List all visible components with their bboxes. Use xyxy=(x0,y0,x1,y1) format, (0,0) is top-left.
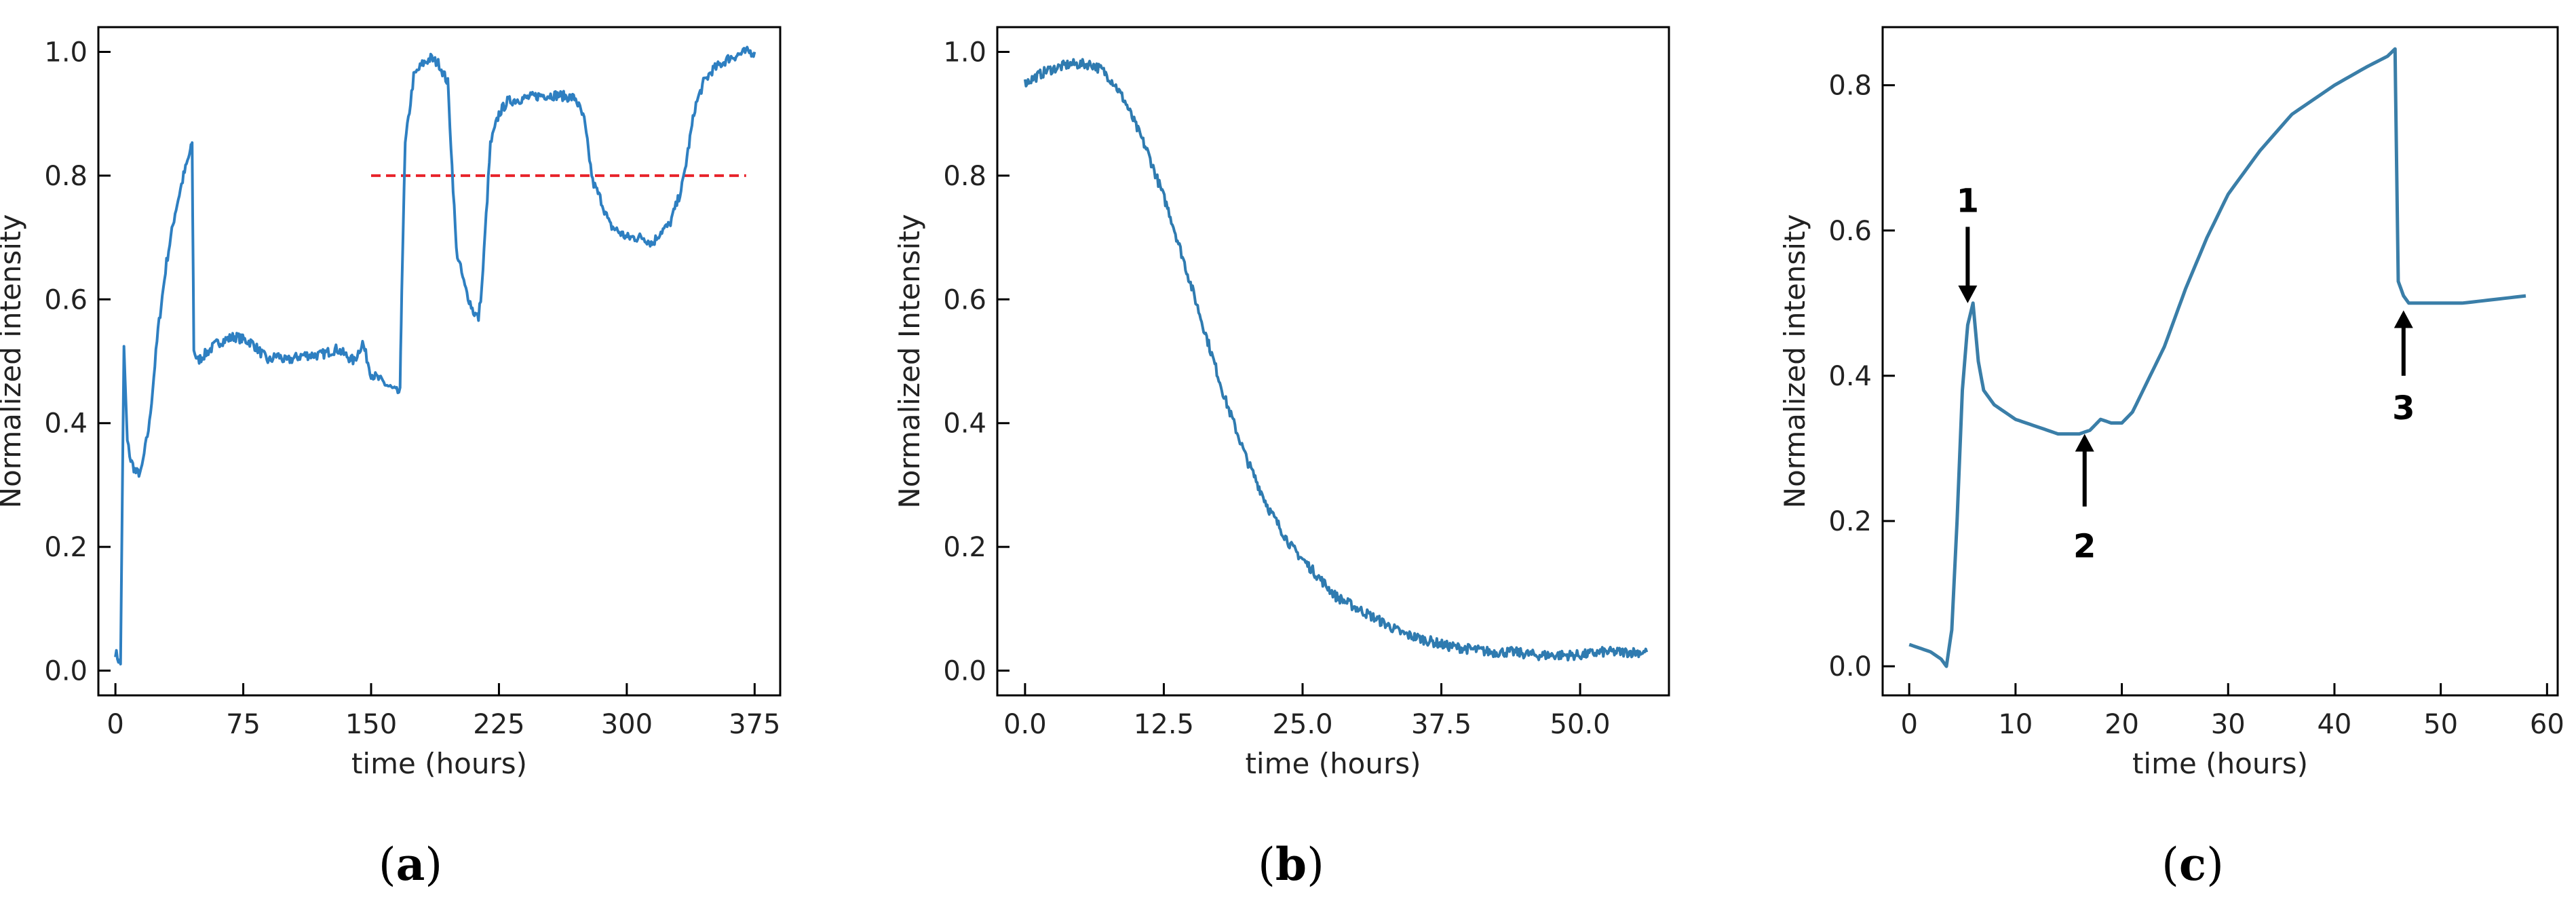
y-axis-label: Normalized intensity xyxy=(0,214,27,509)
chart-b: 0.0 12.5 25.0 37.5 50.0 0.0 0.2 0.4 0.6 0.8 1.0 tim… xyxy=(893,26,1670,780)
y-tick-label: 0.8 xyxy=(943,161,986,192)
annotation-label: 2 xyxy=(2073,527,2096,565)
y-tick-label: 0.8 xyxy=(44,161,88,192)
x-axis-label: time (hours) xyxy=(1245,747,1421,780)
x-tick-label: 225 xyxy=(473,709,524,740)
plot-frame xyxy=(1881,26,2559,697)
y-tick-label: 0.0 xyxy=(943,656,986,687)
y-tick-label: 0.6 xyxy=(1828,216,1872,247)
x-tick-label: 150 xyxy=(345,709,397,740)
x-tick-label: 30 xyxy=(2211,709,2246,740)
y-tick-label: 0.2 xyxy=(44,532,88,563)
y-tick-label: 1.0 xyxy=(943,37,986,68)
chart-a: 0 75 150 225 300 375 0.0 0.2 0.4 0.6 0.8 1.0 time (h… xyxy=(0,26,782,780)
x-tick-label: 25.0 xyxy=(1272,709,1332,740)
plot-frame xyxy=(97,26,782,697)
y-tick-label: 0.4 xyxy=(943,408,986,440)
y-tick-label: 0.8 xyxy=(1828,71,1872,102)
y-tick-label: 1.0 xyxy=(44,37,88,68)
x-tick-label: 0 xyxy=(107,709,123,740)
x-tick-label: 10 xyxy=(1998,709,2033,740)
y-axis-label: Normalized intensity xyxy=(1778,214,1811,509)
annotation-label: 3 xyxy=(2392,389,2415,427)
x-axis-label: time (hours) xyxy=(2132,747,2308,780)
chart-c: 0 10 20 30 40 50 60 0.0 0.2 0.4 0.6 0.8 time (hours)… xyxy=(1778,26,2564,780)
y-tick-label: 0.6 xyxy=(943,284,986,315)
y-tick-label: 0.2 xyxy=(943,532,986,563)
x-axis-label: time (hours) xyxy=(351,747,527,780)
x-tick-label: 300 xyxy=(601,709,653,740)
panel-label-b: (b) xyxy=(1258,838,1324,891)
panel-label-a: (a) xyxy=(378,838,443,891)
x-tick-label: 375 xyxy=(729,709,780,740)
annotation-label: 1 xyxy=(1957,182,1979,220)
y-tick-label: 0.0 xyxy=(1828,651,1872,682)
series-line xyxy=(1023,58,1649,661)
y-tick-label: 0.6 xyxy=(44,284,88,315)
annotation-arrowhead xyxy=(2394,310,2413,328)
x-tick-label: 0.0 xyxy=(1003,709,1047,740)
x-tick-label: 12.5 xyxy=(1134,709,1194,740)
series-line xyxy=(1908,47,2526,668)
annotation-arrowhead xyxy=(1958,285,1978,303)
x-tick-label: 50.0 xyxy=(1550,709,1611,740)
x-tick-label: 50 xyxy=(2423,709,2458,740)
plot-frame xyxy=(996,26,1670,697)
x-tick-label: 75 xyxy=(226,709,261,740)
y-tick-label: 0.4 xyxy=(44,408,88,440)
y-tick-label: 0.2 xyxy=(1828,506,1872,537)
y-axis-label: Normalized Intensity xyxy=(893,214,926,508)
y-tick-label: 0.4 xyxy=(1828,361,1872,392)
annotation-arrowhead xyxy=(2075,434,2094,452)
x-tick-label: 40 xyxy=(2317,709,2351,740)
x-tick-label: 20 xyxy=(2104,709,2139,740)
panel-label-c: (c) xyxy=(2161,838,2224,891)
y-tick-label: 0.0 xyxy=(44,656,88,687)
x-tick-label: 37.5 xyxy=(1411,709,1472,740)
series-line xyxy=(114,45,756,666)
x-tick-label: 0 xyxy=(1900,709,1917,740)
x-tick-label: 60 xyxy=(2530,709,2564,740)
